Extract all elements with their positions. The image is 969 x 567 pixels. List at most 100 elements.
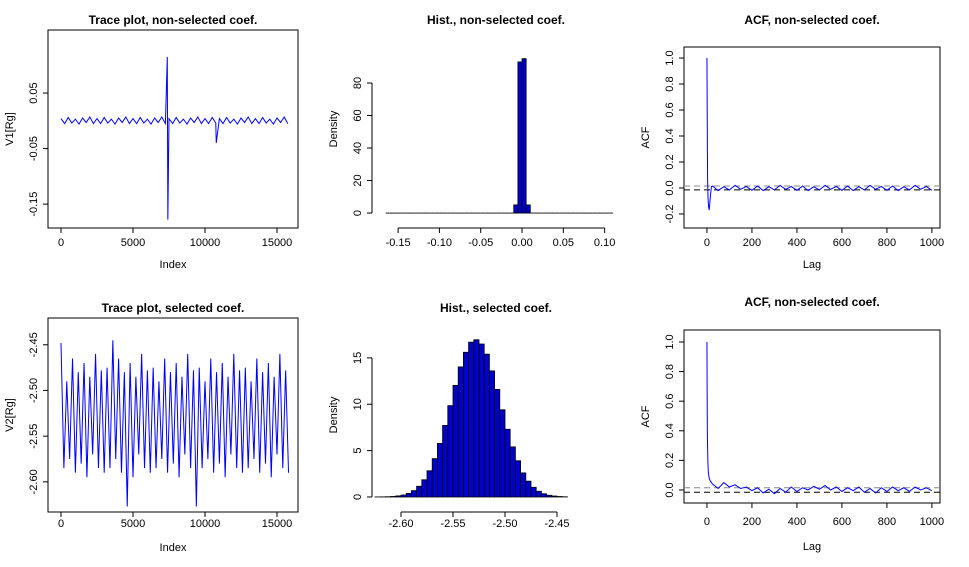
- histogram-bar: [546, 494, 553, 498]
- x-tick-label: 10000: [190, 518, 221, 530]
- y-tick-label: 15: [352, 352, 364, 364]
- histogram-bar: [525, 204, 531, 214]
- histogram-bar: [473, 339, 480, 498]
- x-tick-label: 0: [58, 237, 64, 249]
- x-tick-label: 10000: [190, 237, 221, 249]
- x-axis-label: Index: [160, 259, 187, 271]
- y-tick-label: 0.4: [664, 128, 676, 143]
- x-tick-label: 600: [833, 237, 851, 249]
- histogram-bar: [478, 343, 485, 498]
- x-tick-label: 0.05: [553, 237, 574, 249]
- histogram-bar: [530, 486, 537, 498]
- y-tick-label: -2.50: [28, 378, 40, 403]
- histogram-bar: [483, 353, 490, 498]
- x-tick-label: 0: [704, 237, 710, 249]
- y-tick-label: 40: [352, 142, 364, 154]
- x-tick-label: 200: [743, 237, 761, 249]
- y-tick-label: -2.45: [28, 332, 40, 357]
- histogram-bar: [463, 351, 469, 498]
- x-tick-label: 400: [788, 237, 806, 249]
- histogram-bar: [494, 389, 501, 498]
- chart-title: ACF, non-selected coef.: [744, 13, 879, 27]
- histogram-bar: [395, 495, 402, 498]
- histogram-bar: [521, 58, 527, 214]
- histogram-bar: [540, 493, 547, 498]
- x-axis-label: Lag: [803, 259, 821, 271]
- y-tick-label: 1.0: [664, 334, 676, 349]
- y-axis-label: Density: [328, 110, 340, 147]
- plot-frame: [683, 46, 941, 229]
- x-tick-label: -2.60: [388, 518, 413, 530]
- x-tick-label: 0: [58, 518, 64, 530]
- histogram-bar: [468, 341, 475, 498]
- data-line: [706, 341, 933, 495]
- y-tick-label: 0.2: [664, 154, 676, 169]
- histogram-bar: [551, 495, 558, 498]
- histogram-bar: [514, 460, 521, 498]
- histogram-bar: [437, 442, 444, 498]
- x-tick-label: -2.50: [492, 518, 517, 530]
- histogram-bar: [509, 446, 516, 498]
- y-tick-label: 0.8: [664, 76, 676, 91]
- histogram-bar: [442, 424, 449, 498]
- y-tick-label: 0.0: [664, 180, 676, 195]
- y-tick-label: -0.2: [664, 204, 676, 223]
- histogram-bar: [488, 370, 495, 498]
- y-tick-label: 0.05: [28, 82, 40, 103]
- y-tick-label: 0.4: [664, 423, 676, 438]
- x-axis-label: Lag: [803, 541, 821, 553]
- y-tick-label: 60: [352, 109, 364, 121]
- chart-title: Trace plot, non-selected coef.: [89, 13, 258, 27]
- plot-frame: [683, 329, 941, 504]
- chart-title: Hist., non-selected coef.: [427, 13, 565, 27]
- histogram-bar: [452, 385, 459, 498]
- y-tick-label: 0.2: [664, 453, 676, 468]
- x-tick-label: -2.55: [440, 518, 465, 530]
- histogram-bar: [499, 409, 506, 498]
- histogram-bar: [390, 496, 397, 498]
- histogram-bar: [416, 485, 423, 498]
- histogram-bar: [447, 405, 454, 498]
- x-tick-label: 15000: [262, 237, 293, 249]
- x-tick-label: 0.00: [511, 237, 532, 249]
- y-tick-label: 0.6: [664, 102, 676, 117]
- y-tick-label: 1.0: [664, 50, 676, 65]
- x-tick-label: 15000: [262, 518, 293, 530]
- x-tick-label: 800: [878, 237, 896, 249]
- plot-frame: [47, 317, 299, 513]
- x-tick-label: 0: [704, 516, 710, 528]
- y-tick-label: -0.05: [28, 136, 40, 161]
- y-axis-label: Density: [328, 396, 340, 433]
- chart-title: Trace plot, selected coef.: [102, 301, 245, 315]
- histogram-bar: [535, 490, 542, 498]
- histogram-bar: [405, 492, 412, 498]
- histogram-bar: [525, 480, 532, 498]
- y-tick-label: 0.8: [664, 364, 676, 379]
- x-tick-label: -0.15: [386, 237, 411, 249]
- histogram-bar: [421, 479, 428, 498]
- x-tick-label: 600: [833, 516, 851, 528]
- y-tick-label: 80: [352, 77, 364, 89]
- data-line: [706, 58, 933, 211]
- histogram-bar: [504, 428, 511, 498]
- histogram-bar: [400, 494, 407, 498]
- x-tick-label: -2.45: [544, 518, 569, 530]
- y-tick-label: 0.6: [664, 394, 676, 409]
- y-tick-label: -2.55: [28, 424, 40, 449]
- x-tick-label: 0.10: [594, 237, 615, 249]
- y-tick-label: 0.0: [664, 482, 676, 497]
- chart-title: Hist., selected coef.: [440, 301, 552, 315]
- x-tick-label: 800: [878, 516, 896, 528]
- y-tick-label: -2.60: [28, 469, 40, 494]
- chart-title: ACF, non-selected coef.: [744, 295, 879, 309]
- x-tick-label: 1000: [920, 237, 944, 249]
- plot-frame: [47, 29, 299, 229]
- data-line: [60, 56, 289, 220]
- y-axis-label: V1[Rg]: [4, 112, 16, 146]
- y-tick-label: -0.15: [28, 192, 40, 217]
- x-axis-label: Index: [160, 542, 187, 554]
- y-tick-label: 20: [352, 174, 364, 186]
- x-tick-label: 5000: [121, 237, 145, 249]
- y-tick-label: 0: [352, 494, 364, 500]
- histogram-bar: [426, 470, 433, 498]
